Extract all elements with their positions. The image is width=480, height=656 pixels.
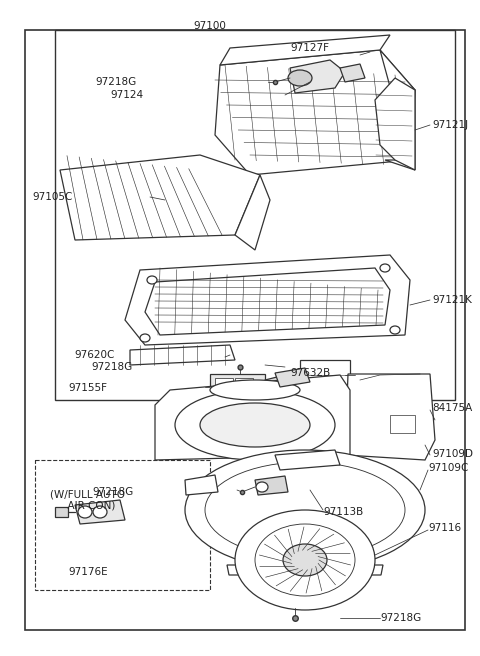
Ellipse shape [140,334,150,342]
Ellipse shape [78,506,92,518]
Polygon shape [290,60,345,93]
Text: 97620C: 97620C [74,350,114,360]
Text: 97113B: 97113B [323,507,363,517]
Polygon shape [155,375,350,460]
Ellipse shape [185,450,425,570]
Bar [55,30,455,400]
Ellipse shape [255,524,355,596]
Ellipse shape [93,506,107,518]
Text: 97100: 97100 [193,21,227,31]
Bar [390,415,415,433]
Ellipse shape [175,390,335,460]
Text: 97109D: 97109D [432,449,473,459]
Polygon shape [275,368,310,387]
Text: 97127F: 97127F [290,43,329,53]
Polygon shape [60,155,260,240]
Polygon shape [375,78,415,170]
Ellipse shape [256,482,268,492]
Polygon shape [265,375,285,390]
Bar [215,378,233,392]
Text: 97218G: 97218G [91,362,132,372]
Bar [235,378,253,392]
Polygon shape [215,50,415,175]
Polygon shape [297,565,313,575]
Text: 97155F: 97155F [68,383,107,393]
Text: 97121J: 97121J [432,120,468,130]
Polygon shape [227,565,243,575]
Polygon shape [275,450,340,470]
Text: 97218G: 97218G [95,77,136,87]
Polygon shape [75,500,125,524]
Text: 84175A: 84175A [432,403,472,413]
Text: 97632B: 97632B [290,368,330,378]
Polygon shape [55,507,68,517]
Text: 97176E: 97176E [68,567,108,577]
Polygon shape [220,35,390,65]
Text: 97116: 97116 [428,523,461,533]
Polygon shape [340,64,365,82]
Text: (W/FULL AUTO
  AIR CON): (W/FULL AUTO AIR CON) [50,489,125,511]
Polygon shape [367,565,383,575]
Text: 97121K: 97121K [432,295,472,305]
Ellipse shape [210,380,300,400]
Text: 97105C: 97105C [32,192,72,202]
Polygon shape [345,374,435,460]
Polygon shape [185,475,218,495]
Ellipse shape [235,510,375,610]
Ellipse shape [200,403,310,447]
Ellipse shape [380,264,390,272]
Ellipse shape [205,462,405,558]
Ellipse shape [288,70,312,86]
Bar [210,374,265,406]
Polygon shape [145,268,390,335]
Polygon shape [130,345,235,365]
Ellipse shape [283,544,327,576]
Polygon shape [255,476,288,495]
Polygon shape [125,255,410,345]
Bar [300,360,350,390]
Text: 97218G: 97218G [380,613,421,623]
Text: 97218G: 97218G [92,487,133,497]
Text: 97109C: 97109C [428,463,468,473]
Text: 97124: 97124 [110,90,143,100]
Ellipse shape [390,326,400,334]
Polygon shape [380,50,415,170]
Ellipse shape [147,276,157,284]
Bar [35,460,210,590]
Polygon shape [235,175,270,250]
